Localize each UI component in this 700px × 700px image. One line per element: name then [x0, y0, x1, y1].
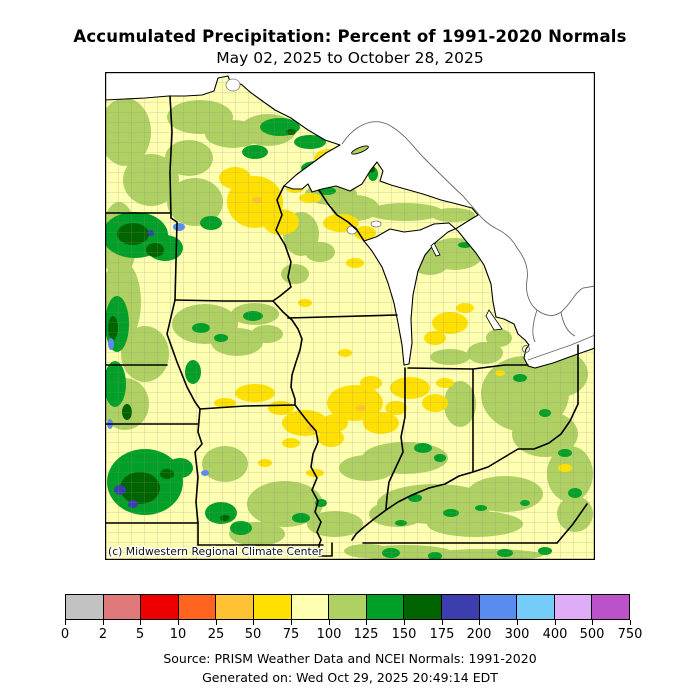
state-borders	[104, 95, 588, 557]
inland-lakes	[225, 78, 503, 331]
legend-tick-label: 400	[542, 627, 568, 642]
map-date-range: May 02, 2025 to October 28, 2025	[216, 49, 484, 67]
legend-tick-mark	[140, 620, 141, 625]
footer-generated: Generated on: Wed Oct 29, 2025 20:49:14 …	[202, 670, 498, 685]
legend-cell	[252, 594, 292, 620]
legend-tick-mark	[103, 620, 104, 625]
precipitation-map: (c) Midwestern Regional Climate Center	[99, 71, 596, 561]
legend-tick-mark	[630, 620, 631, 625]
canada-shorelines	[341, 121, 596, 361]
legend-tick-label: 50	[244, 627, 262, 642]
lakes-and-canada	[104, 71, 596, 369]
map-attribution: (c) Midwestern Regional Climate Center	[108, 545, 323, 558]
legend-tick-label: 125	[353, 627, 379, 642]
legend-tick-mark	[329, 620, 330, 625]
legend-tick-label: 25	[207, 627, 225, 642]
legend-tick-mark	[404, 620, 405, 625]
map-frame	[105, 72, 595, 560]
legend-cell	[365, 594, 405, 620]
legend-tick-mark	[442, 620, 443, 625]
legend-cell	[290, 594, 330, 620]
legend-colorbar	[65, 594, 630, 620]
legend-cell	[478, 594, 518, 620]
legend-tick-label: 5	[135, 627, 145, 642]
legend-tick-label: 200	[466, 627, 492, 642]
legend-tick-mark	[253, 620, 254, 625]
isle-royale	[351, 145, 369, 155]
legend-cell	[403, 594, 442, 620]
legend-tick-mark	[479, 620, 480, 625]
legend-tick-mark	[178, 620, 179, 625]
legend-tick-label: 500	[579, 627, 605, 642]
legend-tick-label: 300	[504, 627, 530, 642]
legend-cell	[102, 594, 142, 620]
legend-cell	[516, 594, 555, 620]
legend-tick-label: 100	[316, 627, 342, 642]
legend-tick-label: 0	[60, 627, 70, 642]
legend-cell	[65, 594, 104, 620]
legend-tick-mark	[366, 620, 367, 625]
legend-tick-mark	[517, 620, 518, 625]
legend-tick-mark	[291, 620, 292, 625]
legend-tick-label: 75	[282, 627, 300, 642]
legend-cell	[591, 594, 630, 620]
legend-tick-mark	[555, 620, 556, 625]
legend-tick-label: 150	[391, 627, 417, 642]
map-container: (c) Midwestern Regional Climate Center	[99, 71, 596, 561]
footer-source: Source: PRISM Weather Data and NCEI Norm…	[163, 651, 537, 666]
map-title: Accumulated Precipitation: Percent of 19…	[73, 27, 627, 46]
legend-tick-label: 10	[169, 627, 187, 642]
legend-tick-mark	[216, 620, 217, 625]
legend-cell	[328, 594, 367, 620]
legend-cell	[215, 594, 254, 620]
legend-tick-label: 2	[98, 627, 108, 642]
legend-tick-mark	[592, 620, 593, 625]
legend-cell	[140, 594, 179, 620]
legend-tick-label: 750	[617, 627, 643, 642]
legend-cell	[440, 594, 480, 620]
legend-tick-mark	[65, 620, 66, 625]
legend-cell	[553, 594, 593, 620]
legend-cell	[177, 594, 217, 620]
legend-tick-label: 175	[429, 627, 455, 642]
